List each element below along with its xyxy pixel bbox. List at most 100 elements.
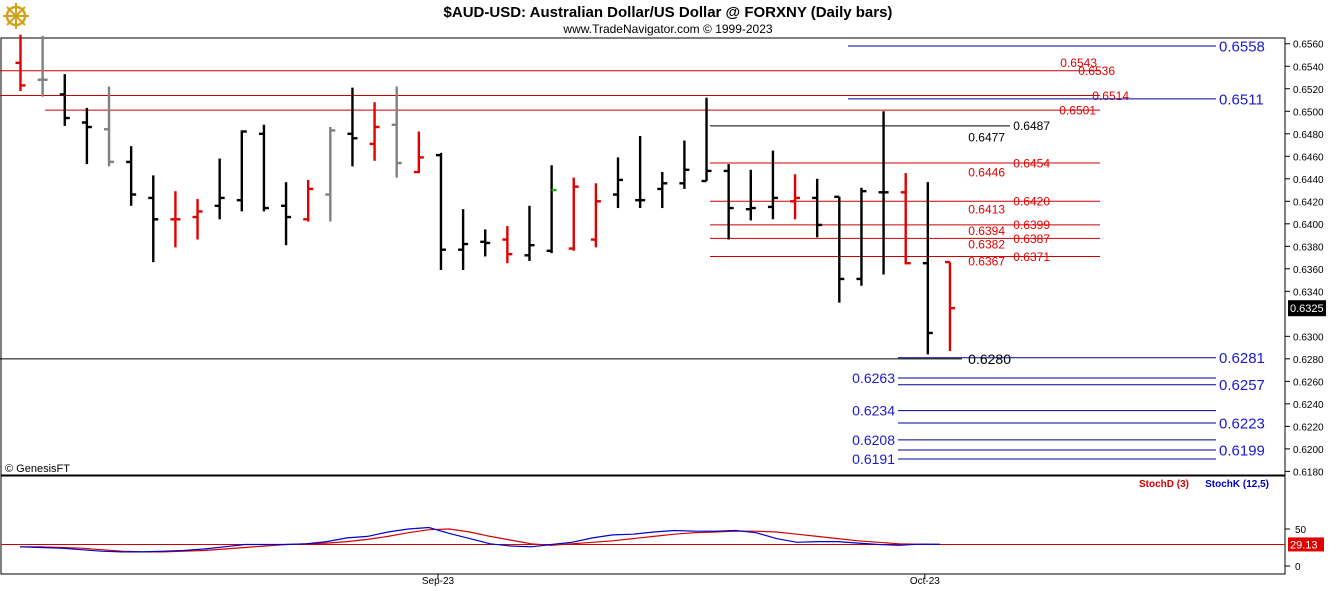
ohlc-bar	[59, 74, 70, 126]
legend-stochd: StochD (3)	[1139, 479, 1189, 490]
price-tick-label: 0.6380	[1293, 242, 1324, 253]
ohlc-bar	[413, 131, 424, 174]
price-tick-label: 0.6360	[1293, 265, 1324, 276]
stoch-last-box	[1288, 537, 1324, 552]
level-label: 0.6208	[852, 432, 895, 448]
level-label: 0.6191	[852, 451, 895, 467]
last-price-box	[1288, 300, 1326, 317]
ohlc-bar	[104, 86, 115, 167]
price-tick-label: 0.6420	[1293, 197, 1324, 208]
ohlc-bar	[790, 174, 801, 220]
date-tick-label: Sep-23	[422, 576, 455, 587]
price-tick-label: 0.6220	[1293, 422, 1324, 433]
price-tick-label: 0.6280	[1293, 355, 1324, 366]
ohlc-bar	[214, 158, 225, 220]
ohlc-bar	[524, 205, 535, 261]
price-tick-label: 0.6240	[1293, 400, 1324, 411]
stochastic-panel	[0, 475, 1286, 575]
price-tick-label: 0.6480	[1293, 130, 1324, 141]
ohlc-bar	[347, 87, 358, 167]
ohlc-bar	[126, 146, 137, 206]
price-tick-label: 0.6260	[1293, 377, 1324, 388]
ohlc-bar	[480, 229, 491, 257]
price-tick-label: 0.6440	[1293, 175, 1324, 186]
ohlc-bar	[236, 130, 247, 212]
ohlc-bar	[258, 124, 269, 212]
ohlc-bar	[458, 209, 469, 270]
price-axis: 0.6560 0.6540 0.6520 0.6500 0.6480 0.6460 0.64…	[1285, 40, 1326, 478]
ohlc-bar	[391, 86, 402, 178]
stoch-last-label: 29.13	[1290, 539, 1318, 551]
price-tick-label: 0.6460	[1293, 152, 1324, 163]
level-label: 0.6280	[968, 351, 1011, 367]
chart-subtitle: www.TradeNavigator.com © 1999-2023	[562, 22, 772, 36]
level-label: 0.6454	[1013, 156, 1050, 170]
ohlc-bar	[502, 226, 513, 264]
ohlc-bar	[635, 136, 646, 209]
level-label: 0.6543	[1060, 56, 1097, 70]
ohlc-bar	[369, 102, 380, 161]
ohlc-bar	[613, 157, 624, 209]
level-label: 0.6477	[968, 130, 1005, 144]
ohlc-bar	[325, 127, 336, 222]
ohlc-bar	[878, 111, 889, 275]
ohlc-bar	[657, 172, 668, 209]
price-tick-label: 0.6200	[1293, 445, 1324, 456]
price-tick-label: 0.6560	[1293, 40, 1324, 51]
level-label: 0.6399	[1013, 218, 1050, 232]
ohlc-bar	[590, 183, 601, 248]
level-label: 0.6511	[1219, 91, 1264, 108]
price-tick-label: 0.6340	[1293, 287, 1324, 298]
level-label: 0.6413	[968, 202, 1005, 216]
level-label: 0.6420	[1013, 195, 1050, 209]
ohlc-bar	[192, 199, 203, 240]
ohlc-bar	[745, 169, 756, 221]
price-tick-label: 0.6500	[1293, 107, 1324, 118]
level-label: 0.6394	[968, 224, 1005, 238]
last-price-label: 0.6325	[1290, 303, 1324, 315]
level-label: 0.6223	[1219, 415, 1265, 432]
ohlc-bar	[568, 177, 579, 251]
level-label: 0.6387	[1013, 232, 1050, 246]
ohlc-bar	[15, 34, 26, 92]
ohlc-bar	[701, 97, 712, 183]
ohlc-bar	[900, 173, 911, 265]
ohlc-bar	[812, 178, 823, 238]
ohlc-bar	[723, 164, 734, 240]
stochastic-lines	[1, 526, 1285, 553]
level-label: 0.6536	[1078, 64, 1115, 78]
level-label: 0.6371	[1013, 250, 1050, 264]
level-label: 0.6487	[1013, 119, 1050, 133]
level-label: 0.6558	[1219, 38, 1265, 55]
ohlc-bar	[148, 175, 159, 263]
level-label: 0.6281	[1219, 350, 1265, 367]
stochk-line	[19, 526, 941, 553]
price-tick-label: 0.6400	[1293, 220, 1324, 231]
ohlc-bar	[767, 150, 778, 220]
ohlc-bar	[856, 187, 867, 286]
stochd-line	[20, 528, 941, 553]
level-label: 0.6257	[1219, 377, 1265, 394]
ship-wheel-logo-icon	[3, 3, 29, 29]
level-label: 0.6367	[968, 254, 1005, 268]
ohlc-bar	[922, 182, 933, 355]
level-label: 0.6263	[852, 370, 895, 386]
price-tick-label: 0.6520	[1293, 85, 1324, 96]
price-tick-label: 0.6180	[1293, 467, 1324, 478]
ohlc-bar	[37, 35, 48, 97]
level-label: 0.6446	[968, 165, 1005, 179]
legend-stochk: StochK (12,5)	[1205, 479, 1269, 490]
stochastic-axis: 50 0 29.13	[1285, 525, 1324, 573]
ohlc-bars	[15, 34, 955, 355]
ohlc-bar	[170, 191, 181, 248]
level-label: 0.6234	[852, 403, 895, 419]
stoch-tick-label: 50	[1295, 525, 1307, 536]
ohlc-bar	[546, 165, 557, 254]
chart-title: $AUD-USD: Australian Dollar/US Dollar @ …	[444, 4, 893, 21]
price-tick-label: 0.6300	[1293, 332, 1324, 343]
ohlc-bar	[834, 195, 845, 303]
ohlc-bar	[303, 179, 314, 222]
genesis-watermark: © GenesisFT	[5, 463, 70, 475]
